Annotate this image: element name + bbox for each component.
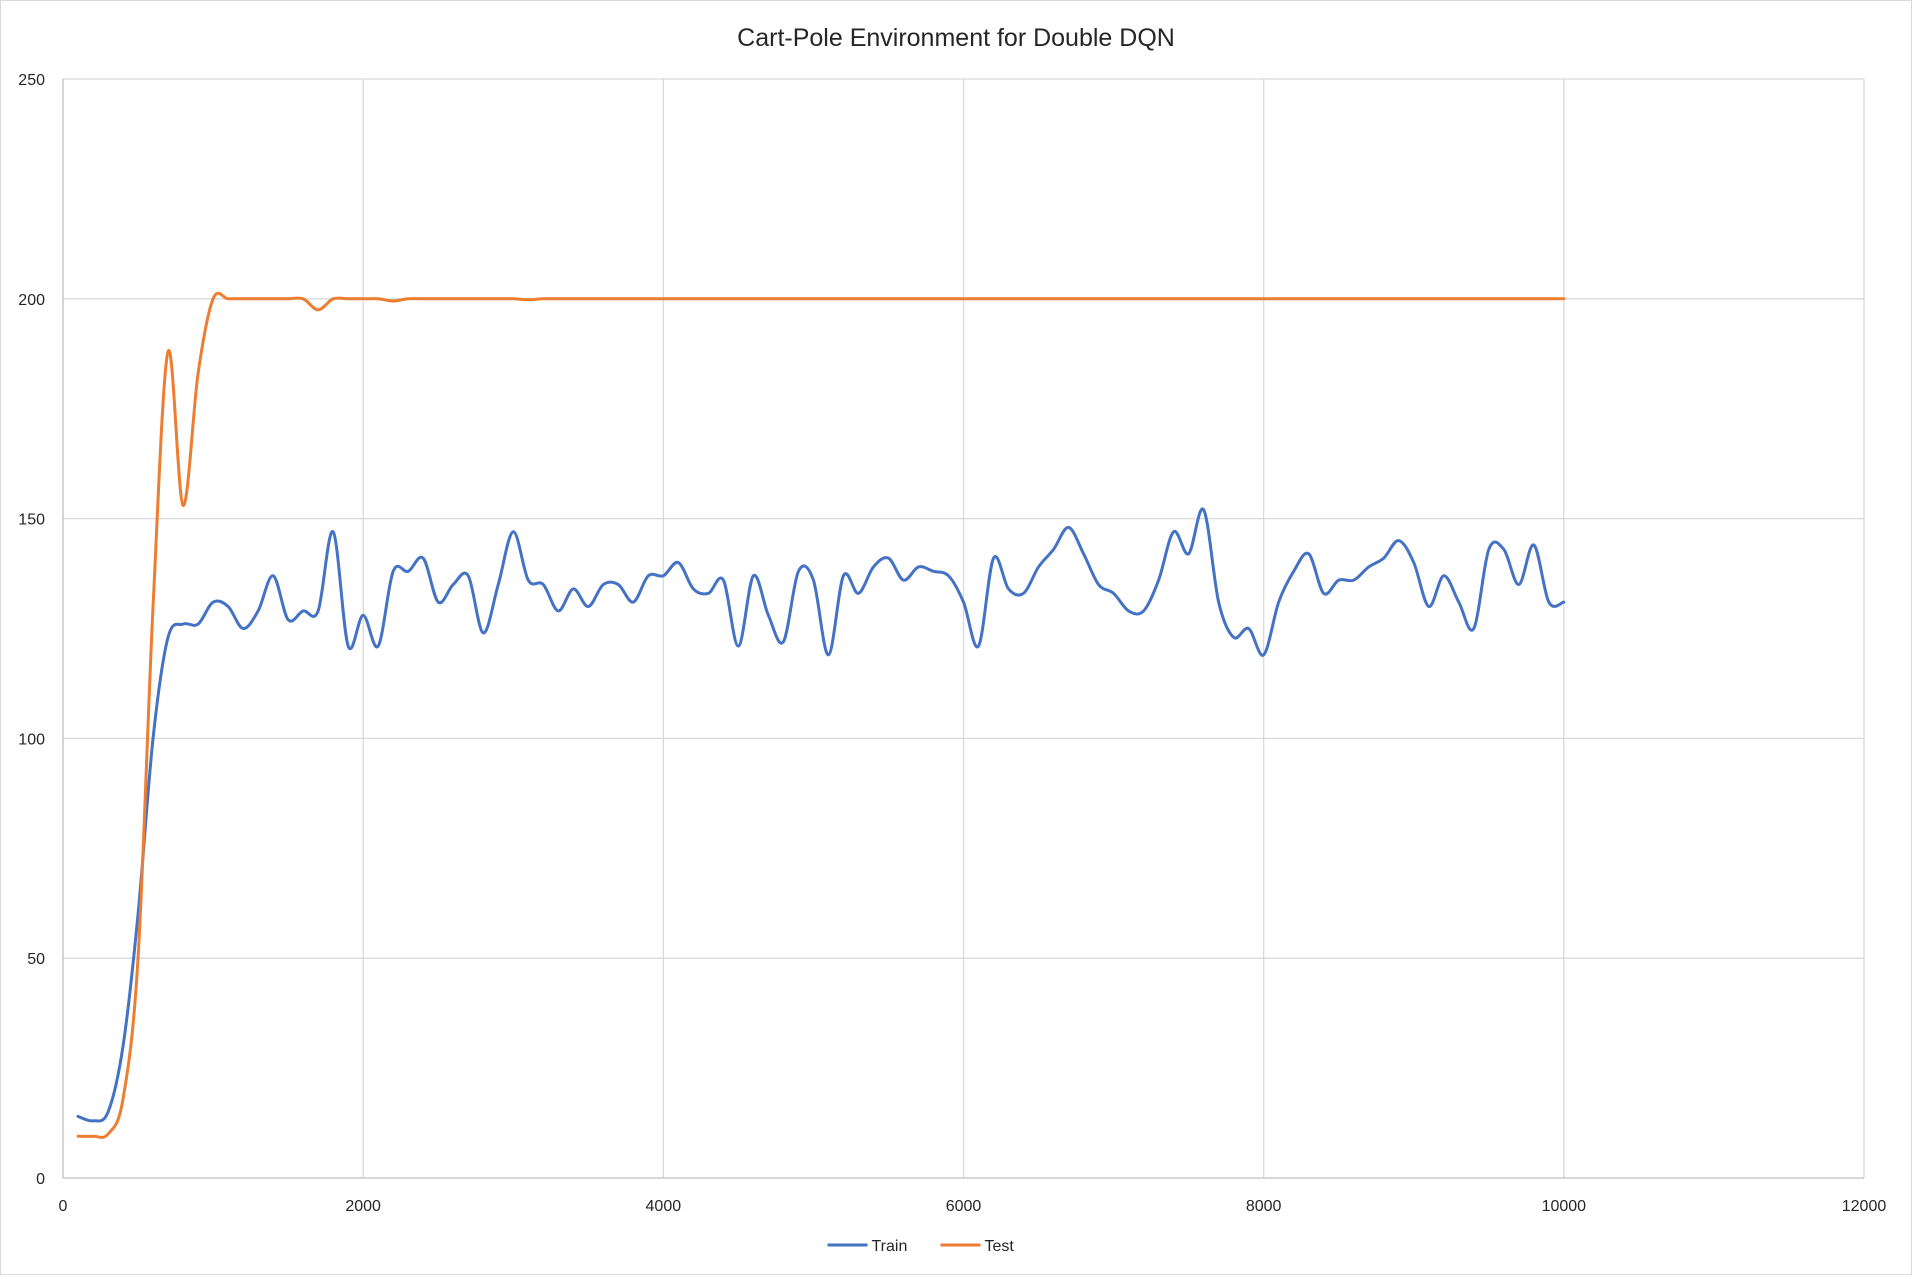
- x-tick-label: 0: [59, 1198, 68, 1215]
- x-tick-label: 12000: [1842, 1198, 1887, 1215]
- chart-title: Cart-Pole Environment for Double DQN: [737, 24, 1175, 52]
- axes: 0 50 100 150 200 250 0 2000 4000 6000 8000 10000 120…: [18, 72, 1886, 1215]
- gridlines: [63, 78, 1865, 1178]
- legend-item-test: Test: [940, 1238, 1015, 1255]
- x-tick-label: 4000: [646, 1198, 682, 1215]
- series-lines: [76, 291, 1566, 1139]
- y-tick-label: 50: [27, 951, 45, 968]
- legend: Train Test: [827, 1238, 1015, 1255]
- x-tick-label: 8000: [1246, 1198, 1282, 1215]
- x-tick-label: 2000: [345, 1198, 381, 1215]
- y-tick-label: 250: [18, 72, 45, 89]
- x-tick-label: 6000: [946, 1198, 982, 1215]
- series-line-test: [76, 291, 1566, 1139]
- y-tick-label: 0: [36, 1171, 45, 1188]
- y-tick-label: 200: [18, 292, 45, 309]
- x-tick-label: 10000: [1542, 1198, 1587, 1215]
- legend-item-train: Train: [827, 1238, 908, 1255]
- series-line-train: [76, 507, 1566, 1123]
- legend-label-train: Train: [872, 1238, 908, 1255]
- y-tick-label: 150: [18, 512, 45, 529]
- legend-label-test: Test: [985, 1238, 1015, 1255]
- y-tick-label: 100: [18, 731, 45, 748]
